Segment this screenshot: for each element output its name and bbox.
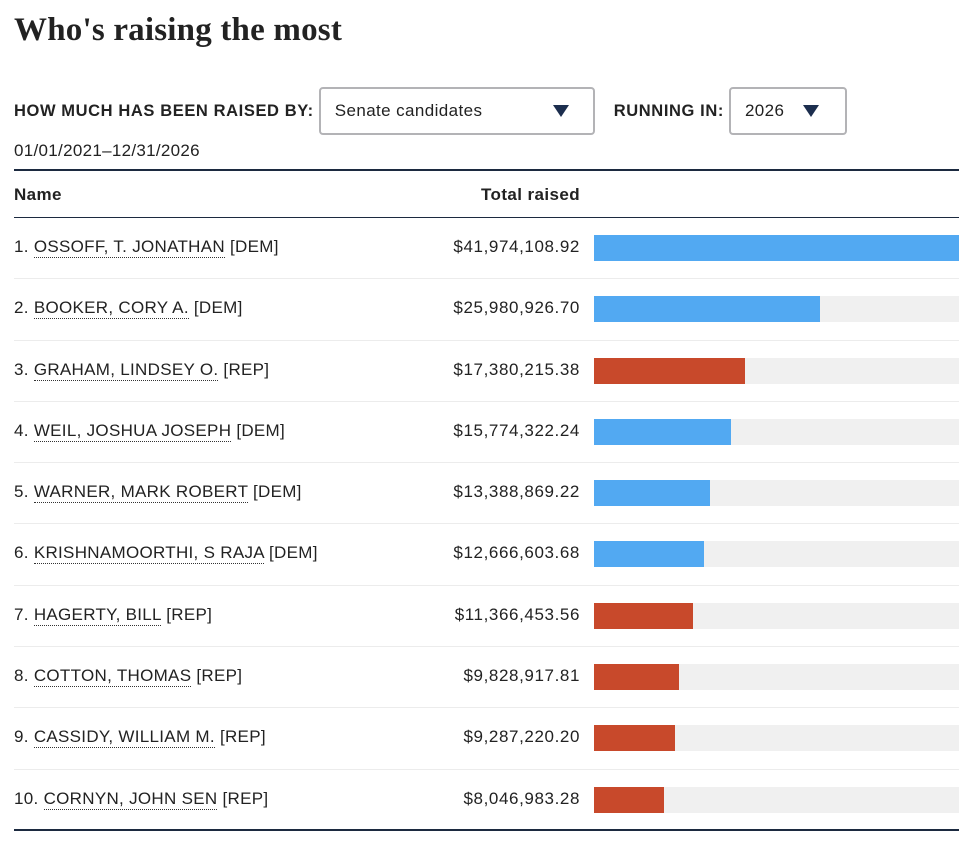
candidate-name-link[interactable]: WEIL, JOSHUA JOSEPH — [33, 420, 232, 442]
raised-by-select[interactable]: Senate candidates — [318, 87, 595, 135]
rank-label: 7. — [14, 604, 29, 624]
total-raised-value: $25,980,926.70 — [453, 298, 580, 318]
table-row: 10. CORNYN, JOHN SEN [REP] $8,046,983.28 — [14, 770, 959, 831]
table-row: 5. WARNER, MARK ROBERT [DEM] $13,388,869.… — [14, 463, 959, 525]
candidate-cell: 4. WEIL, JOSHUA JOSEPH [DEM] — [14, 420, 286, 442]
table-body: 1. OSSOFF, T. JONATHAN [DEM] $41,974,108.… — [14, 218, 959, 831]
bar-track — [594, 602, 959, 629]
table-top-rule — [14, 169, 959, 171]
bar-rep — [594, 602, 693, 629]
candidate-cell: 2. BOOKER, CORY A. [DEM] — [14, 298, 243, 320]
party-label: [DEM] — [252, 482, 302, 502]
rank-label: 5. — [14, 482, 29, 502]
bar-rep — [594, 664, 680, 691]
bar-track — [594, 725, 959, 752]
bar-track — [594, 357, 959, 384]
candidate-cell: 10. CORNYN, JOHN SEN [REP] — [14, 788, 269, 810]
bar-track — [594, 664, 959, 691]
candidate-cell: 8. COTTON, THOMAS [REP] — [14, 666, 243, 688]
table-row: 9. CASSIDY, WILLIAM M. [REP] $9,287,220.2… — [14, 708, 959, 770]
triangle-down-icon — [552, 105, 569, 117]
table-header: Name Total raised — [14, 171, 959, 218]
bar-dem — [594, 480, 711, 507]
bar-rep — [594, 725, 675, 752]
bar-track — [594, 296, 959, 323]
running-in-value: 2026 — [744, 101, 785, 120]
running-in-select[interactable]: 2026 — [728, 87, 847, 135]
table-row: 3. GRAHAM, LINDSEY O. [REP] $17,380,215.3… — [14, 341, 959, 402]
raised-by-label: HOW MUCH HAS BEEN RAISED BY: — [14, 101, 314, 120]
party-label: [DEM] — [193, 298, 243, 318]
bar-track — [594, 786, 959, 813]
column-header-total: Total raised — [481, 185, 580, 204]
rank-label: 3. — [14, 359, 29, 379]
table-row: 1. OSSOFF, T. JONATHAN [DEM] $41,974,108.… — [14, 218, 959, 280]
candidate-cell: 7. HAGERTY, BILL [REP] — [14, 604, 213, 626]
candidate-name-link[interactable]: KRISHNAMOORTHI, S RAJA — [33, 543, 264, 565]
rank-label: 8. — [14, 666, 29, 686]
total-raised-value: $13,388,869.22 — [453, 482, 580, 502]
bar-track — [594, 235, 959, 261]
candidate-cell: 9. CASSIDY, WILLIAM M. [REP] — [14, 727, 266, 749]
table-row: 6. KRISHNAMOORTHI, S RAJA [DEM] $12,666,6… — [14, 524, 959, 586]
bar-rep — [594, 786, 664, 813]
bar-track — [594, 480, 959, 507]
rank-label: 4. — [14, 420, 29, 440]
bar-track — [594, 541, 959, 568]
candidate-cell: 3. GRAHAM, LINDSEY O. [REP] — [14, 359, 270, 381]
total-raised-value: $15,774,322.24 — [453, 420, 580, 440]
rank-label: 1. — [14, 237, 29, 256]
total-raised-value: $17,380,215.38 — [453, 359, 580, 379]
fundraising-table: Name Total raised 1. OSSOFF, T. JONATHAN… — [14, 169, 959, 831]
candidate-cell: 1. OSSOFF, T. JONATHAN [DEM] — [14, 237, 279, 258]
party-label: [DEM] — [230, 237, 279, 256]
total-raised-value: $12,666,603.68 — [453, 543, 580, 563]
bar-rep — [594, 357, 746, 384]
candidate-cell: 5. WARNER, MARK ROBERT [DEM] — [14, 482, 302, 504]
date-range: 01/01/2021–12/31/2026 — [14, 141, 200, 160]
bar-dem — [594, 235, 959, 261]
candidate-name-link[interactable]: CORNYN, JOHN SEN — [43, 788, 218, 810]
total-raised-value: $8,046,983.28 — [463, 788, 580, 808]
candidate-name-link[interactable]: COTTON, THOMAS — [33, 666, 192, 688]
bar-dem — [594, 541, 705, 568]
party-label: [REP] — [223, 359, 270, 379]
column-header-name: Name — [14, 185, 62, 204]
table-row: 4. WEIL, JOSHUA JOSEPH [DEM] $15,774,322.… — [14, 402, 959, 464]
candidate-name-link[interactable]: GRAHAM, LINDSEY O. — [33, 359, 219, 381]
candidate-name-link[interactable]: OSSOFF, T. JONATHAN — [33, 237, 225, 258]
table-row: 2. BOOKER, CORY A. [DEM] $25,980,926.70 — [14, 279, 959, 341]
total-raised-value: $41,974,108.92 — [453, 237, 580, 256]
bar-dem — [594, 296, 820, 323]
table-row: 8. COTTON, THOMAS [REP] $9,828,917.81 — [14, 647, 959, 709]
filter-controls: HOW MUCH HAS BEEN RAISED BY: Senate cand… — [14, 87, 847, 135]
rank-label: 10. — [14, 788, 39, 808]
bar-track — [594, 418, 959, 445]
rank-label: 2. — [14, 298, 29, 318]
party-label: [DEM] — [236, 420, 286, 440]
party-label: [REP] — [166, 604, 213, 624]
candidate-name-link[interactable]: CASSIDY, WILLIAM M. — [33, 727, 215, 749]
candidate-name-link[interactable]: HAGERTY, BILL — [33, 604, 162, 626]
running-in-label: RUNNING IN: — [613, 101, 724, 120]
raised-by-value: Senate candidates — [334, 101, 483, 120]
triangle-down-icon — [802, 105, 819, 117]
total-raised-value: $11,366,453.56 — [454, 604, 580, 624]
candidate-cell: 6. KRISHNAMOORTHI, S RAJA [DEM] — [14, 543, 318, 565]
table-row: 7. HAGERTY, BILL [REP] $11,366,453.56 — [14, 586, 959, 648]
total-raised-value: $9,828,917.81 — [463, 666, 580, 686]
bar-dem — [594, 418, 732, 445]
rank-label: 9. — [14, 727, 29, 747]
total-raised-value: $9,287,220.20 — [463, 727, 580, 747]
page-title: Who's raising the most — [14, 12, 343, 48]
candidate-name-link[interactable]: WARNER, MARK ROBERT — [33, 482, 248, 504]
party-label: [REP] — [196, 666, 243, 686]
party-label: [REP] — [219, 727, 266, 747]
rank-label: 6. — [14, 543, 29, 563]
party-label: [DEM] — [269, 543, 318, 563]
candidate-name-link[interactable]: BOOKER, CORY A. — [33, 298, 189, 320]
party-label: [REP] — [222, 788, 269, 808]
